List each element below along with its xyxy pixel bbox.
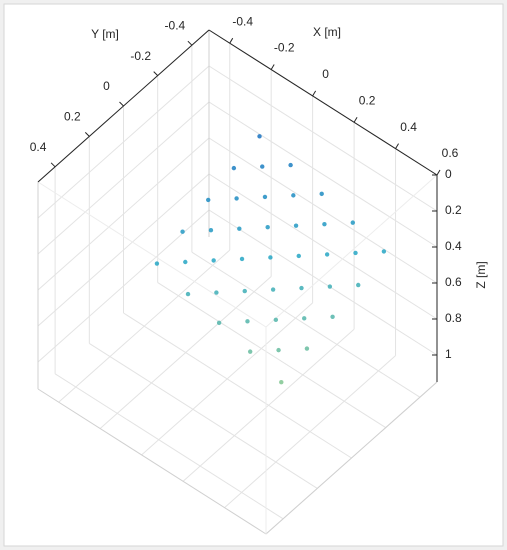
grid-line [37, 65, 210, 219]
z-tick-label: 0.8 [445, 311, 462, 325]
point [214, 290, 219, 295]
y-tick [153, 71, 159, 76]
grid-line [37, 137, 210, 291]
point [208, 228, 214, 233]
point [180, 229, 185, 234]
grid-line [208, 209, 438, 356]
x-tick [395, 143, 399, 149]
x-tick [312, 90, 317, 97]
x-tick-label: 0.4 [400, 120, 417, 134]
point [260, 164, 265, 169]
point [296, 253, 301, 259]
grid-line [37, 209, 210, 363]
x-tick [229, 37, 234, 44]
figure-background [3, 3, 504, 547]
point [291, 193, 296, 198]
point [245, 319, 250, 324]
y-tick-label: -0.4 [165, 18, 186, 32]
point [257, 134, 262, 139]
grid-line [208, 65, 438, 212]
point [273, 317, 279, 323]
grid-line [123, 312, 352, 459]
point [242, 288, 247, 294]
point [279, 380, 284, 385]
point [322, 221, 327, 227]
y-tick [187, 40, 193, 46]
grid-line [37, 101, 210, 255]
box-edge [265, 174, 438, 328]
point [293, 223, 299, 228]
point [350, 220, 355, 225]
point [183, 259, 188, 265]
x-tick [270, 64, 275, 70]
point [234, 196, 239, 201]
grid-line [157, 282, 386, 429]
point [304, 346, 310, 351]
z-axis-label: Z [m] [474, 261, 488, 288]
x-tick-label: 0.6 [442, 146, 459, 160]
point [262, 194, 268, 200]
point [247, 349, 253, 354]
point [268, 255, 273, 260]
y-tick [84, 132, 90, 137]
y-tick-label: 0.2 [64, 110, 81, 124]
box-edge [37, 181, 267, 328]
point [302, 316, 307, 321]
point [211, 258, 216, 263]
box-edge [37, 388, 267, 535]
y-tick-label: 0.4 [30, 140, 47, 154]
point [330, 314, 335, 320]
y-axis-label: Y [m] [91, 27, 119, 41]
point [237, 226, 242, 231]
point [206, 197, 211, 203]
z-tick-label: 1 [445, 347, 452, 361]
point [276, 347, 281, 353]
x-tick-label: -0.2 [274, 41, 295, 55]
x-axis-line [208, 29, 438, 176]
box-edge [265, 381, 438, 535]
z-tick-label: 0.4 [445, 239, 462, 253]
y-tick [50, 162, 56, 168]
point [185, 291, 191, 297]
x-tick-label: -0.4 [232, 14, 253, 28]
point [154, 261, 160, 266]
x-tick [436, 169, 441, 176]
point [288, 162, 293, 168]
point [265, 224, 270, 230]
z-tick-label: 0.6 [445, 275, 462, 289]
z-tick-label: 0.2 [445, 203, 462, 217]
point [381, 249, 387, 254]
x-tick-label: 0 [322, 67, 329, 81]
point [324, 252, 330, 257]
x-axis-label: X [m] [313, 25, 341, 39]
point [299, 285, 304, 291]
y-tick [119, 101, 124, 107]
grid-line [208, 137, 438, 284]
point [216, 320, 222, 326]
grid-line [37, 173, 210, 327]
x-tick-label: 0.2 [359, 93, 376, 107]
point [356, 282, 361, 288]
grid-line [208, 173, 438, 320]
grid-line [89, 342, 318, 489]
grid-line [208, 101, 438, 248]
grid-line [54, 373, 284, 520]
y-tick-label: 0 [103, 79, 110, 93]
point [327, 284, 333, 289]
grid-line [191, 251, 421, 398]
point [319, 191, 324, 197]
y-tick-label: -0.2 [130, 49, 151, 63]
point [239, 256, 245, 262]
point [353, 250, 358, 256]
point [270, 287, 276, 292]
x-tick [353, 117, 358, 123]
point [231, 165, 237, 171]
z-tick-label: 0 [445, 167, 452, 181]
